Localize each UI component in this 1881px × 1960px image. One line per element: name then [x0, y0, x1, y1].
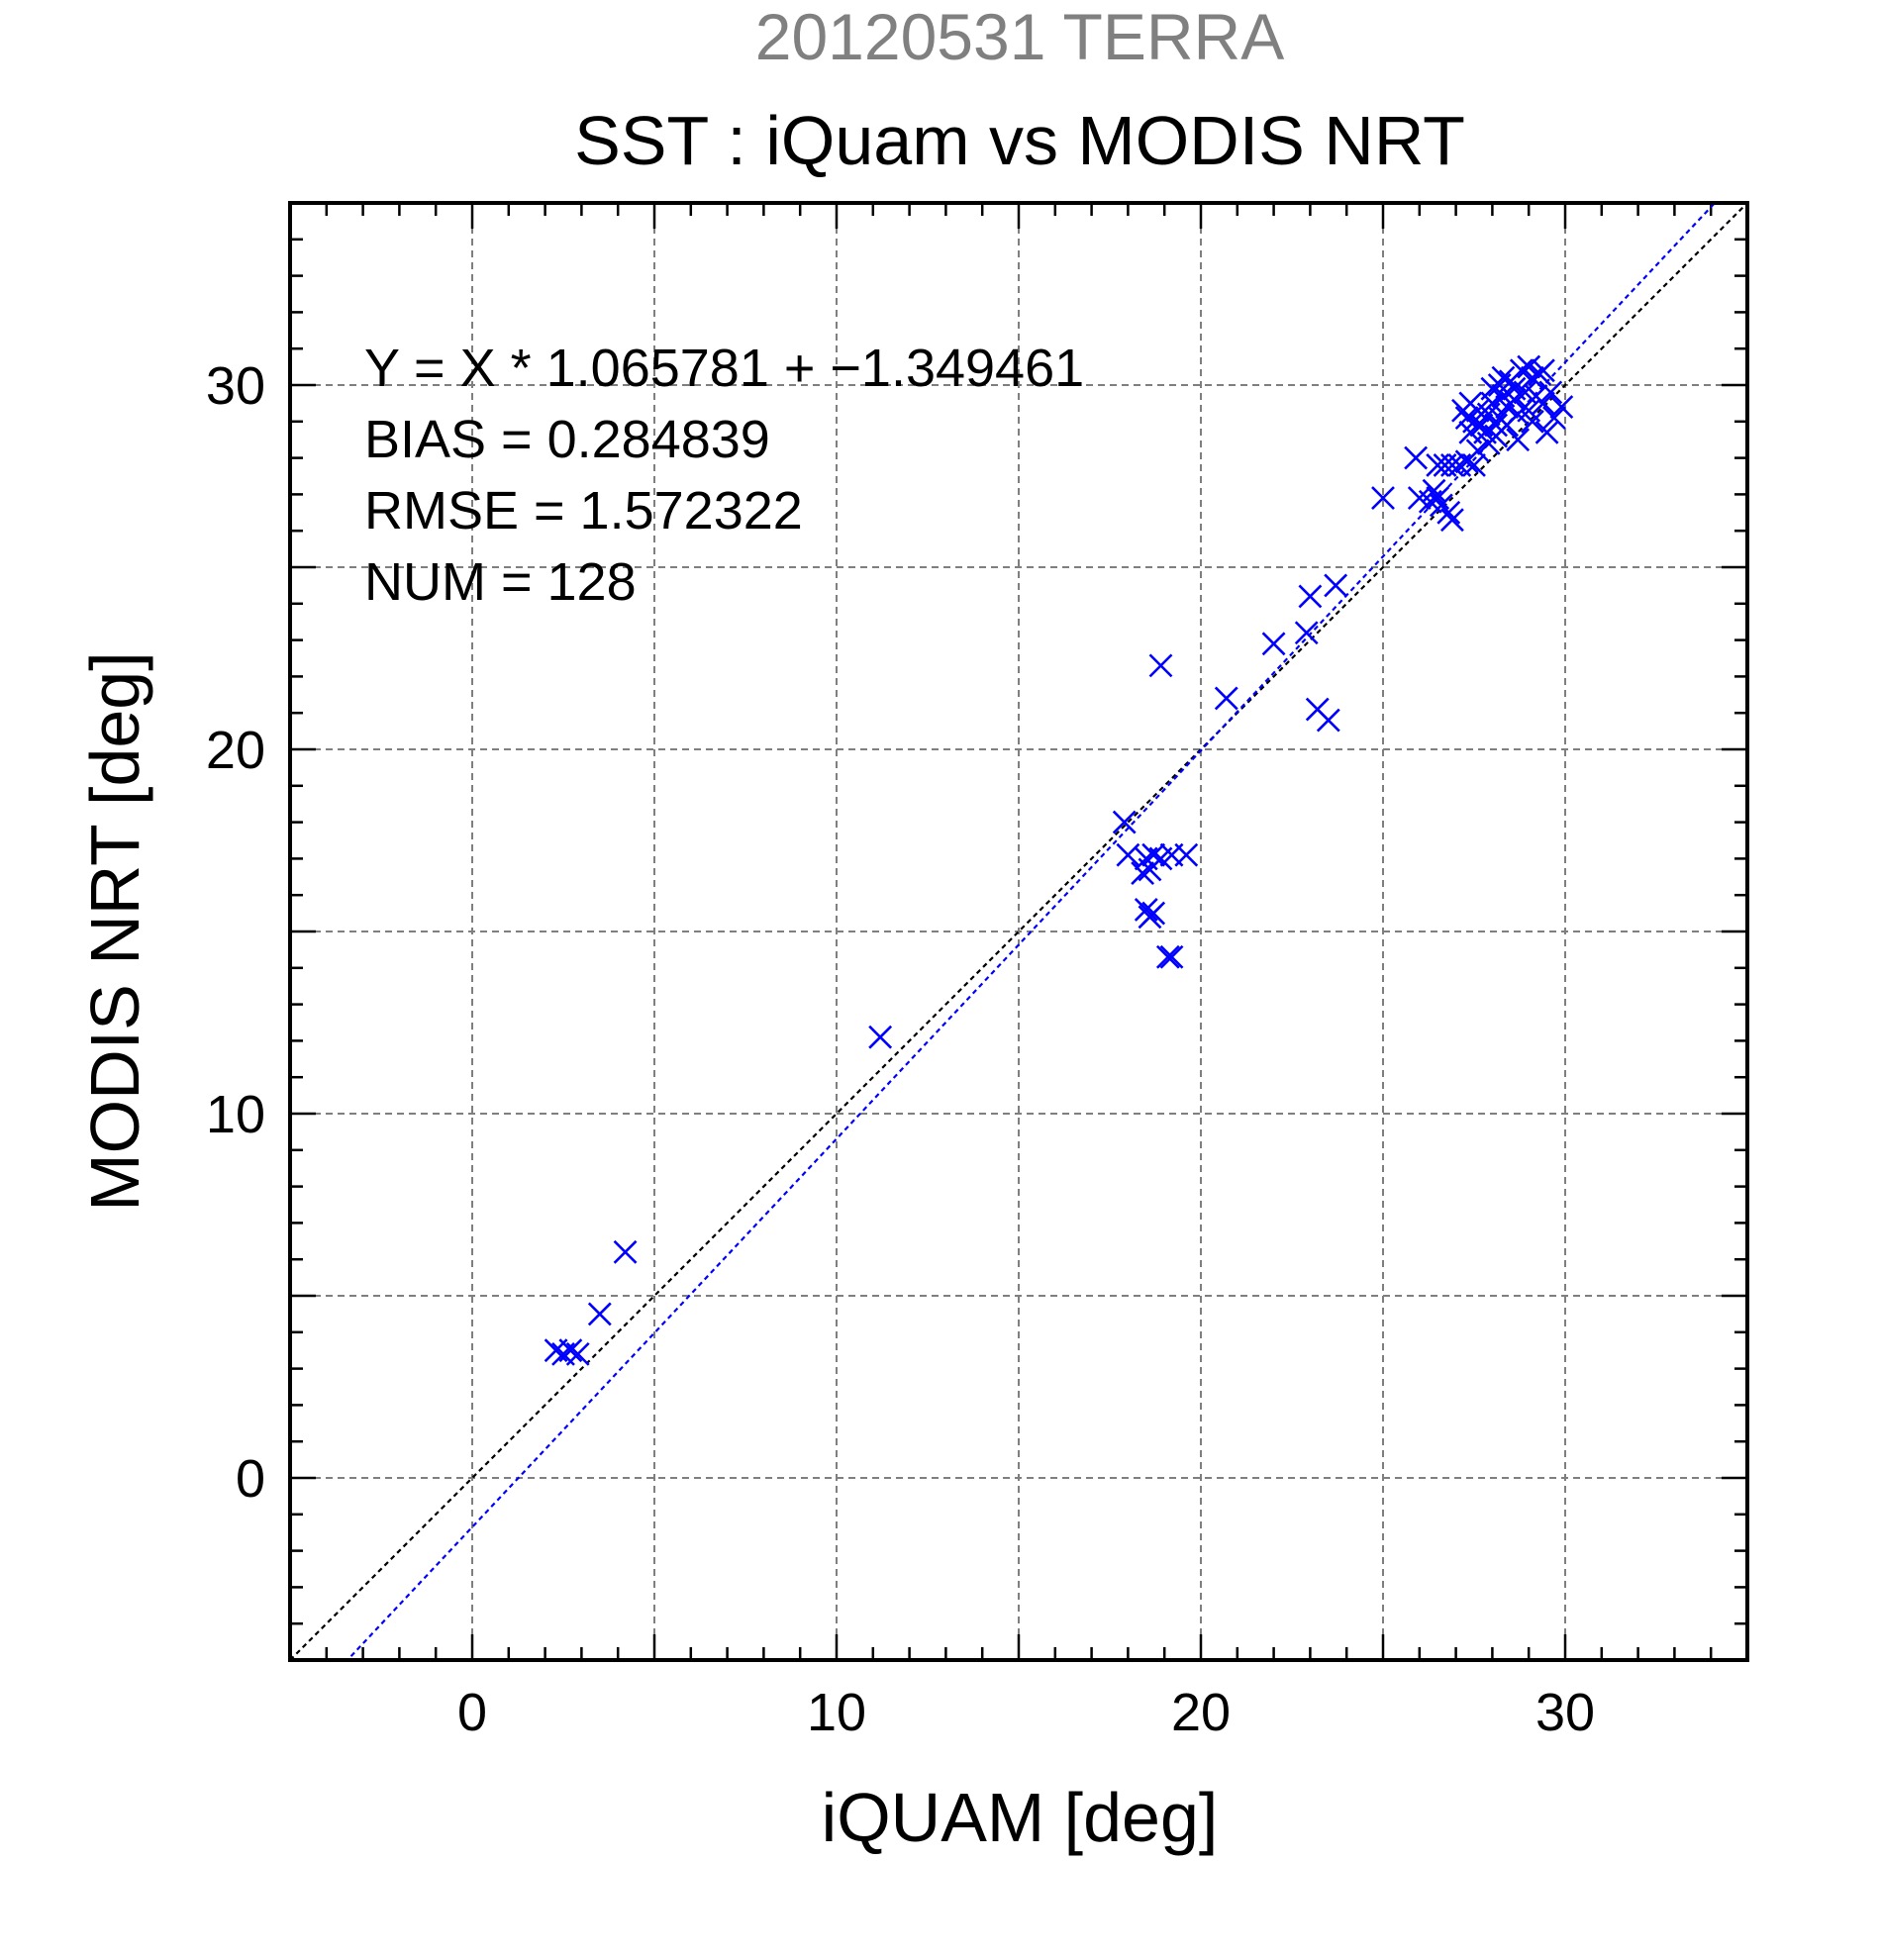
data-point [1155, 944, 1180, 969]
x-axis-label: iQUAM [deg] [822, 1779, 1219, 1856]
data-point [1316, 708, 1340, 733]
y-tick-label: 0 [236, 1449, 265, 1509]
data-point [1404, 445, 1429, 470]
chart-supertitle: 20120531 TERRA [755, 0, 1284, 73]
data-point [1458, 420, 1483, 444]
data-point [1506, 428, 1531, 452]
x-tick-label: 0 [457, 1683, 487, 1742]
rmse-value: RMSE = 1.572322 [364, 481, 803, 540]
data-point [1484, 413, 1508, 438]
y-tick-label: 30 [206, 356, 265, 416]
plot-frame [288, 201, 1749, 1662]
data-point [1116, 842, 1140, 867]
data-point [1462, 453, 1486, 477]
data-point [1454, 406, 1479, 431]
data-point [558, 1338, 583, 1363]
data-point [1520, 409, 1544, 434]
x-tick-label: 30 [1535, 1683, 1595, 1742]
data-point [868, 1025, 893, 1049]
data-point [1261, 632, 1286, 656]
data-point [1491, 365, 1516, 390]
data-point [587, 1302, 612, 1326]
data-point [1436, 500, 1461, 525]
data-point [1534, 420, 1559, 444]
fit-equation: Y = X * 1.065781 + −1.349461 [364, 339, 1084, 398]
data-point [1422, 478, 1446, 503]
data-point [1174, 842, 1199, 867]
data-point [1141, 842, 1166, 867]
x-tick-label: 20 [1171, 1683, 1231, 1742]
data-point [1502, 387, 1527, 412]
stats-annotation: Y = X * 1.065781 + −1.349461 BIAS = 0.28… [364, 339, 1084, 612]
data-point [1294, 621, 1319, 645]
bias-value: BIAS = 0.284839 [364, 410, 770, 469]
data-point [1298, 584, 1323, 609]
data-point [1549, 395, 1574, 419]
data-point [1509, 358, 1534, 383]
data-point [1520, 365, 1544, 390]
x-tick-label: 10 [807, 1683, 866, 1742]
data-point [1371, 486, 1395, 510]
data-point [1542, 406, 1566, 431]
data-point [1538, 380, 1563, 405]
data-point [1532, 358, 1555, 383]
data-point [1440, 453, 1464, 477]
data-point [1131, 861, 1155, 886]
data-point [1159, 944, 1184, 969]
data-point [1134, 898, 1158, 922]
identity-line [290, 203, 1747, 1660]
data-point [1426, 486, 1450, 510]
data-point [1112, 810, 1137, 834]
y-axis-label: MODIS NRT [deg] [76, 651, 153, 1211]
num-value: NUM = 128 [364, 552, 637, 612]
data-point [1532, 391, 1555, 416]
chart-title: SST : iQuam vs MODIS NRT [574, 102, 1465, 179]
data-point [1214, 686, 1238, 711]
y-tick-label: 10 [206, 1085, 265, 1144]
data-point [613, 1239, 638, 1264]
data-point [1324, 573, 1348, 598]
data-point [1440, 508, 1464, 533]
data-point [1141, 901, 1166, 926]
data-point [1476, 431, 1501, 455]
grid-lines [290, 203, 1747, 1660]
data-point [1148, 653, 1173, 678]
tick-labels: 0 10 20 30 0 10 20 30 [206, 356, 1595, 1742]
data-point [1465, 439, 1490, 463]
data-points [544, 354, 1574, 1366]
data-point [565, 1341, 590, 1366]
y-tick-label: 20 [206, 721, 265, 780]
axis-ticks [290, 203, 1747, 1660]
